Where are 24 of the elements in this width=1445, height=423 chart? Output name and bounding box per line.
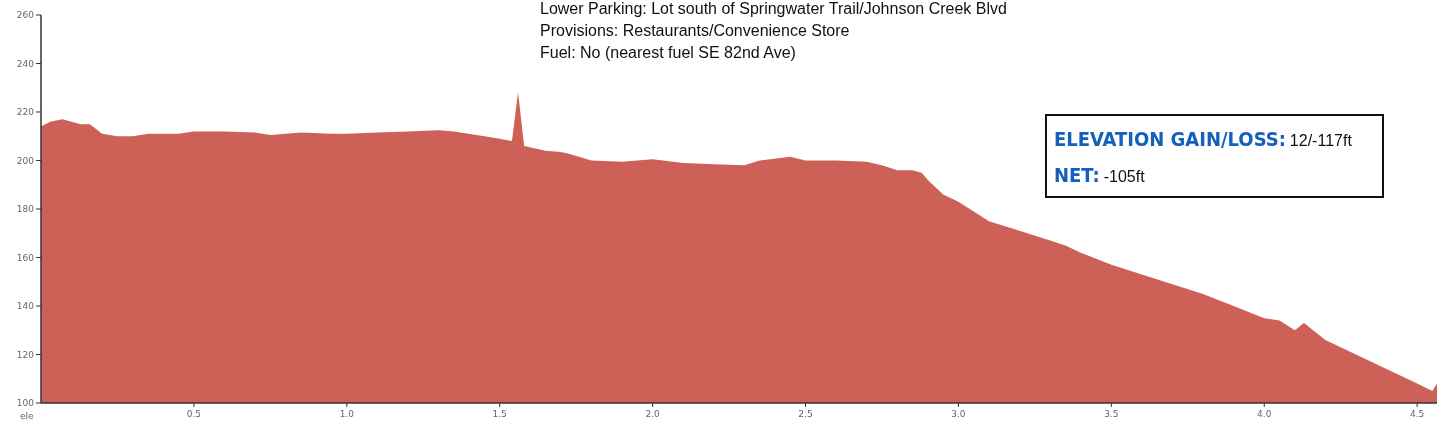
annotation: NET: -105ft xyxy=(1054,163,1146,187)
x-tick-label: 0.5 xyxy=(186,409,202,419)
x-tick-label: 2.5 xyxy=(798,409,813,419)
annotation: Provisions: Restaurants/Convenience Store xyxy=(540,22,850,39)
y-axis-title: ele xyxy=(20,411,35,421)
y-tick-label: 260 xyxy=(16,10,35,21)
x-tick-label: 4.5 xyxy=(1409,409,1425,419)
y-tick-label: 220 xyxy=(16,107,35,118)
x-tick-label: 1.5 xyxy=(492,409,507,419)
y-tick-label: 200 xyxy=(16,155,35,166)
y-tick-label: 100 xyxy=(16,398,35,409)
y-tick-label: 240 xyxy=(16,58,35,69)
y-tick-label: 160 xyxy=(16,252,35,263)
annotation: Fuel: No (nearest fuel SE 82nd Ave) xyxy=(540,44,796,61)
y-tick-label: 180 xyxy=(16,204,35,215)
x-tick-label: 2.0 xyxy=(645,409,661,419)
annotation: Lower Parking: Lot south of Springwater Trail/Johnson Creek Blvd xyxy=(540,0,1007,17)
x-tick-label: 3.0 xyxy=(951,409,966,419)
x-tick-label: 3.5 xyxy=(1104,409,1119,419)
x-tick-label: 1.0 xyxy=(339,409,355,419)
y-tick-label: 120 xyxy=(16,349,35,360)
annotation: ELEVATION GAIN/LOSS: 12/-117ft xyxy=(1054,127,1353,151)
y-tick-label: 140 xyxy=(16,301,35,312)
x-tick-label: 4.0 xyxy=(1257,409,1272,419)
